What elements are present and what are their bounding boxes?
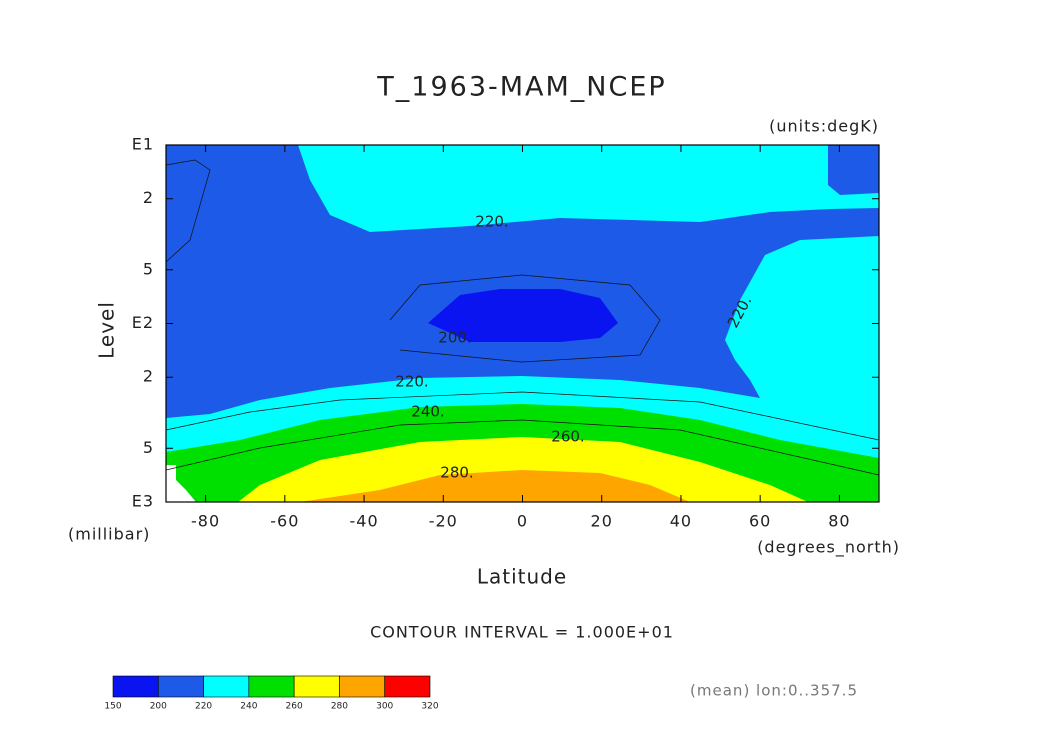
band-region [428, 289, 618, 342]
y-units: (millibar) [68, 525, 150, 544]
x-tick-label: 20 [591, 512, 613, 531]
y-tick-label: 5 [143, 259, 154, 278]
band-region [300, 470, 690, 502]
band-region [828, 145, 879, 195]
x-tick-label: 80 [828, 512, 850, 531]
contour-label: 260. [551, 428, 584, 446]
x-tick-label: -20 [429, 512, 458, 531]
y-tick-label: E3 [132, 492, 154, 511]
colorbar-label: 260 [286, 702, 303, 712]
contour-line [389, 274, 661, 363]
y-tick-label: 5 [143, 438, 154, 457]
y-tick-label: E1 [132, 135, 154, 154]
x-axis-label: Latitude [477, 565, 567, 589]
contour-label: 200. [438, 329, 471, 347]
chart-title: T_1963-MAM_NCEP [376, 72, 666, 103]
colorbar-swatch [384, 675, 431, 698]
colorbar-swatch [112, 675, 159, 698]
contour-line [165, 419, 880, 476]
x-tick-label: -60 [270, 512, 299, 531]
y-tick-label: E2 [132, 313, 154, 332]
colorbar-swatch [248, 675, 295, 698]
colorbar-swatch [157, 675, 204, 698]
colorbar-swatch [203, 675, 250, 698]
contour-line [165, 159, 211, 263]
contour-line [165, 391, 880, 441]
units: (units:degK) [769, 117, 879, 136]
contour-label: 220. [395, 373, 428, 391]
x-tick-label: 60 [749, 512, 771, 531]
x-units: (degrees_north) [757, 538, 900, 558]
x-tick-label: -80 [191, 512, 220, 531]
band-region [298, 145, 879, 232]
colorbar-label: 280 [331, 702, 348, 712]
note: (mean) lon:0..357.5 [690, 682, 858, 700]
contour-label: 280. [440, 464, 473, 482]
colorbar-label: 150 [104, 702, 121, 712]
y-axis-label: Level [95, 301, 119, 359]
band-region [238, 437, 808, 502]
colorbar-label: 240 [240, 702, 257, 712]
blank-corner [166, 465, 196, 502]
colorbar-label: 200 [150, 702, 167, 712]
contour-label: 220. [475, 213, 508, 231]
colorbar-swatch [339, 675, 386, 698]
contour-interval: CONTOUR INTERVAL = 1.000E+01 [370, 623, 674, 642]
colorbar-label: 320 [421, 702, 438, 712]
x-tick-label: 0 [517, 512, 528, 531]
colorbar-swatch [293, 675, 340, 698]
x-tick-label: 40 [670, 512, 692, 531]
colorbar-label: 300 [376, 702, 393, 712]
y-tick-label: 2 [143, 367, 154, 386]
y-tick-label: 2 [143, 188, 154, 207]
contour-label: 240. [411, 403, 444, 421]
colorbar-label: 220 [195, 702, 212, 712]
x-tick-label: -40 [349, 512, 378, 531]
